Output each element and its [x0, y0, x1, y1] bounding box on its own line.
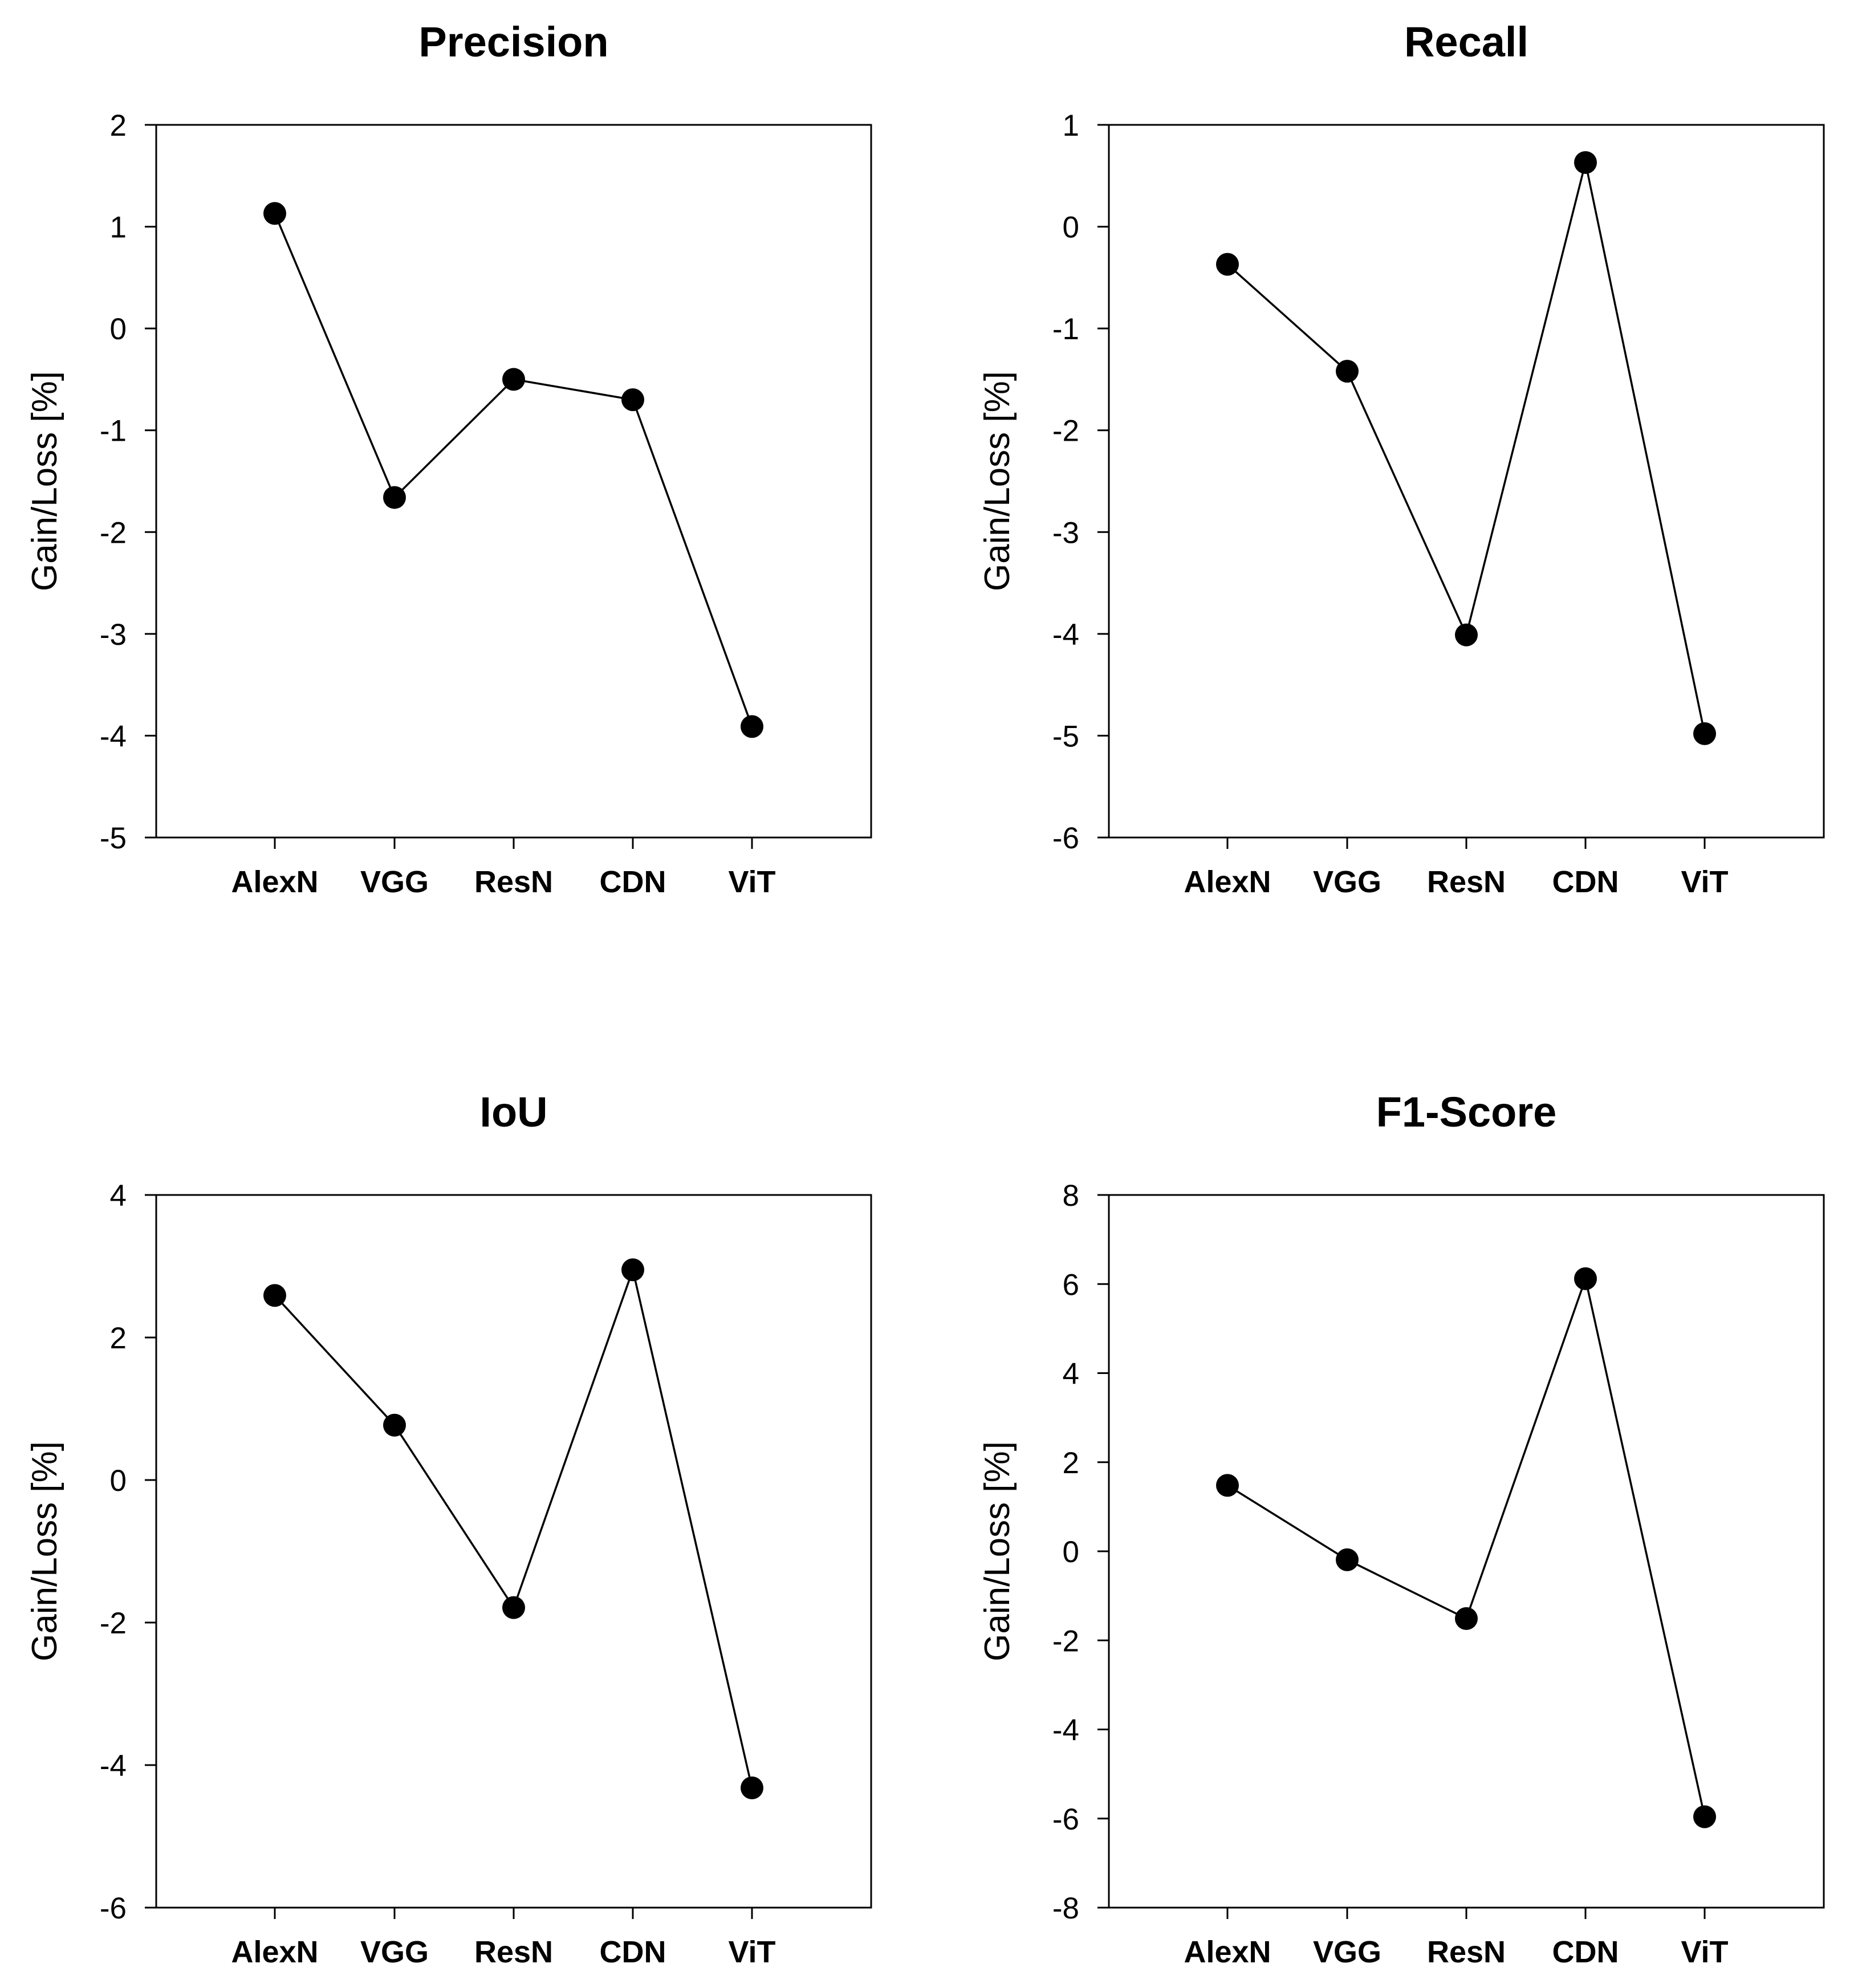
x-tick-label-vit: ViT: [1681, 865, 1728, 899]
x-tick-label-resn: ResN: [474, 1935, 553, 1969]
y-tick-label-iou: 4: [110, 1179, 127, 1213]
x-tick-label-cdn: CDN: [1552, 1935, 1619, 1969]
data-point-f1-score-cdn: [1574, 1267, 1597, 1290]
x-tick-label-cdn: CDN: [600, 865, 666, 899]
data-point-f1-score-vit: [1693, 1805, 1716, 1828]
series-line-recall: [1226, 162, 1706, 734]
y-tick-label-iou: -6: [100, 1892, 127, 1925]
y-tick-label-precision: -5: [100, 822, 127, 855]
plot-frame-f1-score: [1108, 1194, 1825, 1909]
y-tick-label-recall: 0: [1063, 211, 1079, 245]
data-point-recall-cdn: [1574, 151, 1597, 174]
y-tick-label-f1-score: 2: [1063, 1446, 1079, 1480]
y-tick-label-precision: 2: [110, 109, 127, 143]
data-point-precision-vit: [741, 715, 763, 738]
y-tick-label-iou: 0: [110, 1464, 127, 1498]
chart-title-f1-score: F1-Score: [1376, 1088, 1557, 1136]
data-point-f1-score-resn: [1455, 1607, 1478, 1630]
data-point-iou-vgg: [383, 1413, 406, 1437]
series-line-precision: [274, 213, 753, 727]
y-tick-label-f1-score: -2: [1052, 1624, 1079, 1658]
y-tick-label-recall: -6: [1052, 822, 1079, 855]
y-tick-label-precision: 0: [110, 312, 127, 346]
y-tick-label-precision: 1: [110, 211, 127, 245]
x-tick-label-resn: ResN: [1427, 865, 1506, 899]
x-tick-label-vgg: VGG: [1313, 1935, 1381, 1969]
series-line-f1-score: [1227, 1275, 1706, 1818]
y-axis-label-precision: Gain/Loss [%]: [25, 371, 64, 591]
data-point-precision-resn: [502, 368, 525, 391]
y-axis-label-f1-score: Gain/Loss [%]: [978, 1441, 1017, 1661]
y-tick-label-f1-score: 0: [1063, 1535, 1079, 1569]
data-point-f1-score-vgg: [1336, 1548, 1359, 1571]
data-point-iou-alexn: [263, 1284, 286, 1307]
x-tick-label-resn: ResN: [1427, 1935, 1506, 1969]
y-axis-label-iou: Gain/Loss [%]: [25, 1441, 64, 1661]
x-tick-label-vgg: VGG: [1313, 865, 1381, 899]
x-tick-label-vit: ViT: [728, 1935, 775, 1969]
data-point-f1-score-alexn: [1216, 1474, 1239, 1497]
data-point-iou-vit: [741, 1776, 763, 1799]
y-axis-label-recall: Gain/Loss [%]: [978, 371, 1017, 591]
x-tick-label-alexn: AlexN: [231, 1935, 318, 1969]
y-tick-label-iou: -4: [100, 1749, 127, 1783]
y-tick-label-precision: -4: [100, 719, 127, 753]
chart-title-iou: IoU: [479, 1088, 547, 1136]
chart-precision: Precision 2 1 0 -1 -2 -3 -4 -5 Gain/Loss [%] AlexN…: [25, 18, 872, 899]
data-point-recall-resn: [1455, 623, 1478, 647]
x-tick-label-vgg: VGG: [360, 1935, 429, 1969]
x-tick-label-alexn: AlexN: [1184, 1935, 1271, 1969]
data-point-iou-resn: [502, 1596, 525, 1619]
y-tick-label-f1-score: 8: [1063, 1179, 1079, 1213]
y-tick-label-precision: -1: [100, 414, 127, 448]
data-point-precision-vgg: [383, 486, 406, 509]
y-tick-label-precision: -3: [100, 618, 127, 652]
y-tick-label-recall: -4: [1052, 618, 1079, 652]
x-tick-label-vgg: VGG: [360, 865, 429, 899]
data-point-recall-vgg: [1336, 360, 1359, 383]
x-tick-label-resn: ResN: [474, 865, 553, 899]
y-tick-label-precision: -2: [100, 516, 127, 550]
chart-f1-score: F1-Score 8 6 4 2 0 -2 -4 -6 -8 Gain/Loss [%] AlexN V…: [978, 1088, 1825, 1969]
data-point-recall-vit: [1693, 722, 1716, 745]
plot-frame-iou: [155, 1194, 872, 1909]
data-point-precision-alexn: [263, 202, 286, 225]
y-tick-label-f1-score: 4: [1063, 1357, 1079, 1391]
chart-title-recall: Recall: [1404, 18, 1528, 66]
y-tick-label-recall: -5: [1052, 719, 1079, 753]
data-point-precision-cdn: [621, 388, 644, 412]
series-line-iou: [274, 1266, 753, 1788]
y-tick-label-f1-score: -8: [1052, 1892, 1079, 1925]
x-tick-label-vit: ViT: [728, 865, 775, 899]
x-tick-label-cdn: CDN: [600, 1935, 666, 1969]
y-tick-label-recall: 1: [1063, 109, 1079, 143]
y-tick-label-iou: 2: [110, 1322, 127, 1355]
data-point-iou-cdn: [621, 1258, 644, 1282]
chart-title-precision: Precision: [418, 18, 608, 66]
x-tick-label-vit: ViT: [1681, 1935, 1728, 1969]
y-tick-label-recall: -1: [1052, 312, 1079, 346]
plot-frame-recall: [1108, 124, 1825, 839]
x-tick-label-cdn: CDN: [1552, 865, 1619, 899]
chart-recall: Recall 1 0 -1 -2 -3 -4 -5 -6 Gain/Loss [%] AlexN VG…: [978, 18, 1825, 899]
y-tick-label-recall: -2: [1052, 414, 1079, 448]
x-tick-label-alexn: AlexN: [231, 865, 318, 899]
y-tick-label-recall: -3: [1052, 516, 1079, 550]
y-tick-label-f1-score: -4: [1052, 1714, 1079, 1747]
y-tick-label-iou: -2: [100, 1607, 127, 1640]
y-tick-label-f1-score: 6: [1063, 1268, 1079, 1302]
plot-frame-precision: [155, 124, 872, 839]
y-tick-label-f1-score: -6: [1052, 1803, 1079, 1836]
chart-iou: IoU 4 2 0 -2 -4 -6 Gain/Loss [%] AlexN VGG ResN CDN…: [25, 1088, 872, 1969]
x-tick-label-alexn: AlexN: [1184, 865, 1271, 899]
data-point-recall-alexn: [1216, 253, 1239, 276]
